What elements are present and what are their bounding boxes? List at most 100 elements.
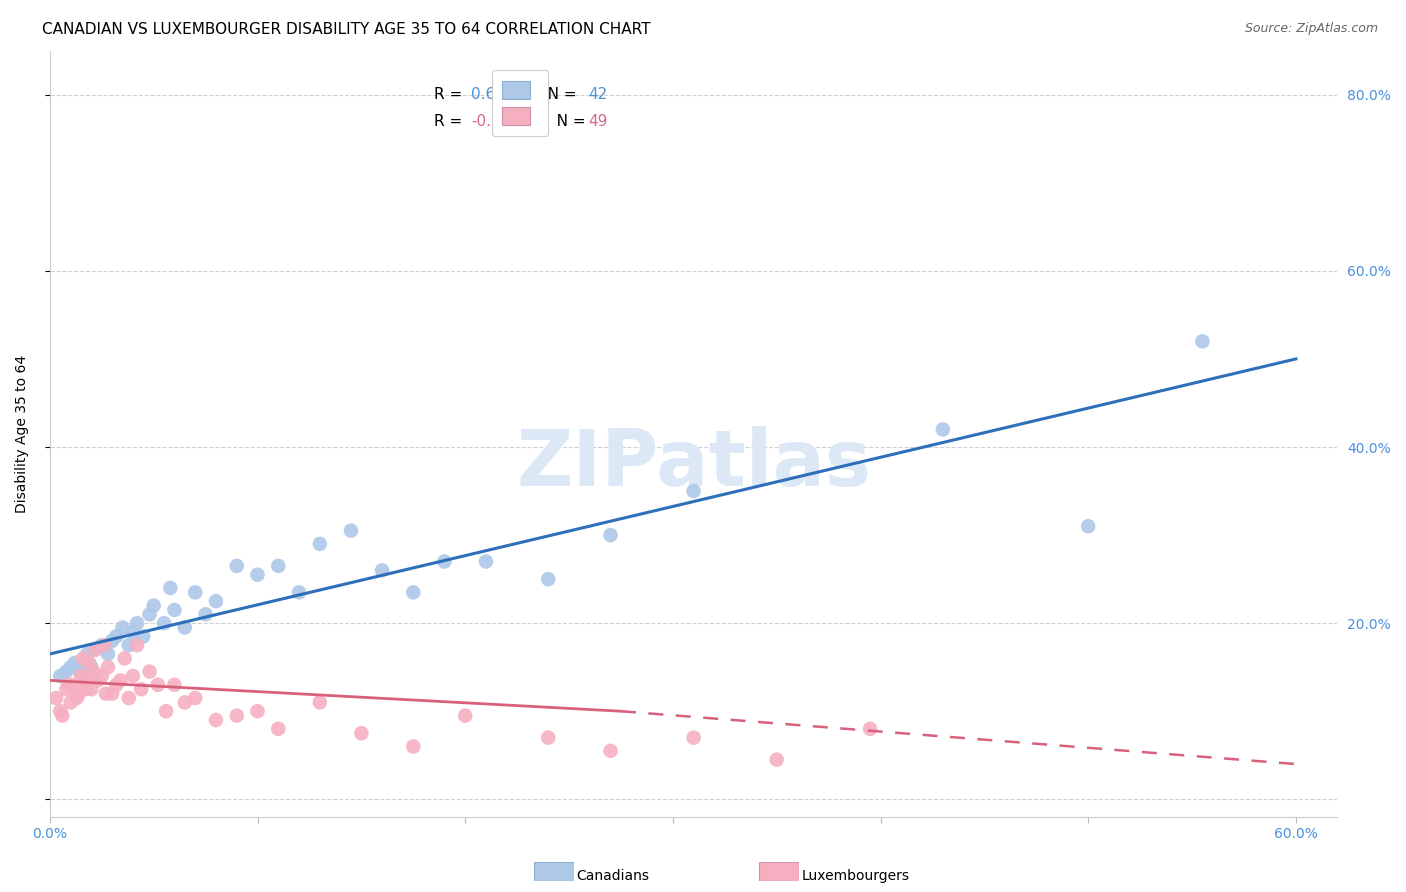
Point	[246, 704, 269, 718]
Point	[859, 722, 882, 736]
Point	[205, 594, 228, 608]
Text: R =: R =	[433, 87, 467, 102]
Point	[105, 678, 128, 692]
Point	[537, 572, 560, 586]
Text: Source: ZipAtlas.com: Source: ZipAtlas.com	[1244, 22, 1378, 36]
Point	[1077, 519, 1099, 533]
Point	[163, 678, 186, 692]
Point	[433, 554, 456, 568]
Point	[118, 638, 141, 652]
Point	[122, 624, 145, 639]
Point	[138, 607, 160, 622]
Point	[75, 682, 97, 697]
Point	[55, 665, 77, 679]
Point	[84, 642, 107, 657]
Point	[90, 638, 112, 652]
Point	[340, 524, 363, 538]
Point	[682, 483, 704, 498]
Text: Luxembourgers: Luxembourgers	[801, 869, 910, 883]
Point	[101, 687, 124, 701]
Point	[371, 563, 394, 577]
Point	[932, 422, 955, 436]
Text: 0.600: 0.600	[471, 87, 515, 102]
Point	[63, 656, 86, 670]
Point	[63, 678, 86, 692]
Point	[267, 558, 290, 573]
Point	[142, 599, 165, 613]
Point	[105, 629, 128, 643]
Text: ZIPatlas: ZIPatlas	[516, 426, 872, 502]
Point	[101, 633, 124, 648]
Text: CANADIAN VS LUXEMBOURGER DISABILITY AGE 35 TO 64 CORRELATION CHART: CANADIAN VS LUXEMBOURGER DISABILITY AGE …	[42, 22, 651, 37]
Point	[173, 621, 195, 635]
Point	[159, 581, 181, 595]
Point	[49, 704, 72, 718]
Point	[59, 695, 82, 709]
Text: 49: 49	[588, 113, 607, 128]
Point	[155, 704, 177, 718]
Point	[111, 621, 134, 635]
Point	[80, 682, 103, 697]
Point	[267, 722, 290, 736]
Point	[682, 731, 704, 745]
Text: 42: 42	[588, 87, 607, 102]
Point	[173, 695, 195, 709]
Point	[118, 691, 141, 706]
Point	[97, 660, 120, 674]
Point	[184, 691, 207, 706]
Point	[67, 687, 90, 701]
Point	[90, 669, 112, 683]
Point	[246, 567, 269, 582]
Point	[153, 616, 176, 631]
Text: N =: N =	[541, 113, 591, 128]
Point	[599, 528, 621, 542]
Point	[1191, 334, 1213, 349]
Point	[97, 647, 120, 661]
Point	[110, 673, 132, 688]
Text: Canadians: Canadians	[576, 869, 650, 883]
Point	[114, 651, 136, 665]
Point	[94, 687, 117, 701]
Point	[79, 656, 101, 670]
Point	[51, 708, 73, 723]
Point	[350, 726, 373, 740]
Point	[70, 665, 93, 679]
Point	[93, 638, 115, 652]
Point	[84, 642, 107, 657]
Point	[402, 739, 425, 754]
Point	[146, 678, 169, 692]
Point	[76, 647, 98, 661]
Point	[66, 691, 89, 706]
Point	[76, 673, 98, 688]
Point	[599, 744, 621, 758]
Point	[122, 669, 145, 683]
Point	[225, 558, 247, 573]
Point	[308, 537, 330, 551]
Point	[82, 665, 104, 679]
Point	[402, 585, 425, 599]
Point	[86, 673, 108, 688]
Point	[49, 669, 72, 683]
Point	[475, 554, 498, 568]
Point	[537, 731, 560, 745]
Point	[225, 708, 247, 723]
Point	[194, 607, 217, 622]
Point	[288, 585, 311, 599]
Point	[45, 691, 67, 706]
Point	[163, 603, 186, 617]
Text: N =: N =	[533, 87, 581, 102]
Point	[138, 665, 160, 679]
Point	[132, 629, 155, 643]
Point	[454, 708, 477, 723]
Point	[308, 695, 330, 709]
Point	[184, 585, 207, 599]
Point	[80, 660, 103, 674]
Text: -0.336: -0.336	[471, 113, 520, 128]
Point	[129, 682, 152, 697]
Text: R =: R =	[433, 113, 467, 128]
Point	[125, 638, 148, 652]
Point	[55, 682, 77, 697]
Y-axis label: Disability Age 35 to 64: Disability Age 35 to 64	[15, 355, 30, 513]
Point	[70, 669, 93, 683]
Point	[205, 713, 228, 727]
